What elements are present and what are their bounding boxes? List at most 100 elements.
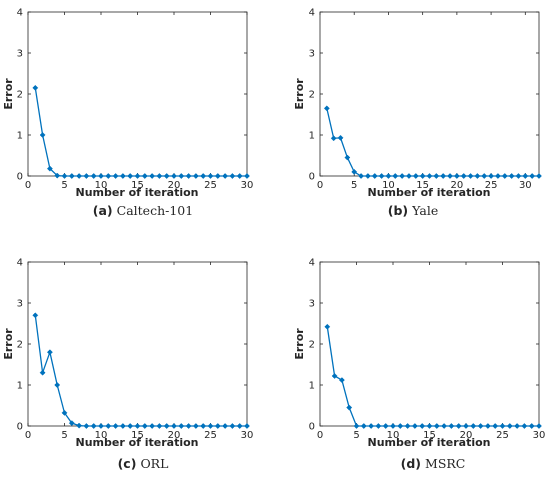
y-tick-label: 2 bbox=[309, 90, 315, 101]
data-point bbox=[229, 173, 236, 179]
data-point bbox=[207, 423, 214, 429]
data-point bbox=[514, 423, 521, 429]
data-point bbox=[390, 423, 396, 429]
data-point bbox=[426, 423, 433, 429]
data-point bbox=[474, 173, 481, 179]
data-point bbox=[141, 423, 148, 429]
x-tick-label: 25 bbox=[204, 180, 217, 191]
x-tick-label: 10 bbox=[95, 180, 108, 191]
caption-name: ORL bbox=[140, 456, 168, 471]
x-tick-label: 25 bbox=[496, 430, 509, 441]
data-point bbox=[222, 173, 229, 179]
data-point bbox=[68, 173, 75, 179]
data-point bbox=[112, 423, 119, 429]
chart-marks: 0 5 10 15 20 25 30 0 1 2 3 4 bbox=[17, 258, 254, 442]
x-tick-label: 10 bbox=[387, 430, 400, 441]
x-tick-label: 15 bbox=[131, 430, 144, 441]
panel-c: 0 5 10 15 20 25 30 0 1 2 3 4 Number of iteration Er… bbox=[2, 258, 253, 472]
data-point bbox=[406, 173, 412, 179]
data-point bbox=[536, 423, 542, 429]
data-point bbox=[46, 349, 53, 356]
x-tick-label: 20 bbox=[460, 430, 473, 441]
data-point bbox=[76, 422, 83, 429]
data-point bbox=[236, 423, 243, 429]
x-axis-title: Number of iteration bbox=[367, 186, 490, 199]
panel-d: 0 5 10 15 20 25 30 0 1 2 3 4 Number of iteration Er… bbox=[293, 258, 545, 472]
data-point bbox=[351, 168, 358, 175]
chart-marks: 0 5 10 15 20 25 30 0 1 2 3 4 bbox=[17, 8, 254, 192]
x-tick-label: 0 bbox=[25, 180, 31, 191]
y-tick-label: 4 bbox=[309, 8, 315, 19]
x-tick-label: 25 bbox=[485, 180, 498, 191]
data-point bbox=[178, 423, 185, 429]
data-point bbox=[494, 173, 501, 179]
data-point bbox=[83, 173, 90, 179]
data-point bbox=[470, 423, 477, 429]
data-point bbox=[39, 132, 46, 138]
data-point bbox=[477, 423, 484, 429]
data-point bbox=[346, 404, 353, 411]
data-point bbox=[484, 423, 491, 429]
data-point bbox=[76, 173, 83, 179]
data-point bbox=[528, 423, 535, 429]
x-tick-label: 10 bbox=[95, 430, 108, 441]
plot-area bbox=[27, 11, 248, 177]
y-tick-label: 0 bbox=[309, 172, 315, 183]
data-point bbox=[448, 423, 455, 429]
data-point bbox=[200, 173, 207, 179]
data-point bbox=[244, 423, 250, 429]
data-point bbox=[163, 423, 170, 429]
data-point bbox=[244, 173, 250, 179]
x-axis-title: Number of iteration bbox=[75, 436, 198, 449]
y-axis-title: Error bbox=[293, 328, 306, 360]
data-point bbox=[134, 173, 141, 179]
data-point bbox=[460, 173, 467, 179]
data-point bbox=[419, 173, 426, 179]
x-tick-label: 15 bbox=[423, 430, 436, 441]
data-point bbox=[149, 173, 156, 179]
y-tick-label: 3 bbox=[17, 299, 23, 310]
data-point bbox=[392, 173, 399, 179]
data-point bbox=[90, 173, 97, 179]
data-point bbox=[127, 423, 134, 429]
y-tick-label: 4 bbox=[309, 258, 315, 269]
y-tick-label: 0 bbox=[309, 422, 315, 433]
x-tick-label: 15 bbox=[131, 180, 144, 191]
data-point bbox=[385, 173, 392, 179]
x-tick-label: 15 bbox=[416, 180, 429, 191]
data-point bbox=[360, 423, 367, 429]
x-tick-label: 30 bbox=[241, 430, 254, 441]
data-point bbox=[105, 173, 112, 179]
data-point bbox=[344, 154, 351, 161]
data-point bbox=[508, 173, 515, 179]
x-tick-label: 5 bbox=[353, 430, 359, 441]
data-point bbox=[119, 173, 126, 179]
data-point bbox=[481, 173, 488, 179]
y-tick-label: 0 bbox=[17, 422, 23, 433]
panel-a: 0 5 10 15 20 25 30 0 1 2 3 4 Number of iteration Er… bbox=[2, 8, 253, 219]
data-point bbox=[163, 173, 170, 179]
data-point bbox=[337, 134, 344, 141]
y-tick-label: 2 bbox=[17, 90, 23, 101]
data-point bbox=[229, 423, 236, 429]
x-axis-title: Number of iteration bbox=[367, 436, 490, 449]
panel-caption: (d) MSRC bbox=[401, 456, 466, 471]
y-tick-label: 0 bbox=[17, 172, 23, 183]
x-tick-label: 10 bbox=[382, 180, 395, 191]
data-point bbox=[192, 423, 199, 429]
data-point bbox=[330, 135, 337, 142]
data-point bbox=[404, 423, 411, 429]
data-point bbox=[54, 382, 61, 388]
y-tick-label: 1 bbox=[309, 131, 315, 142]
y-tick-label: 1 bbox=[17, 381, 23, 392]
caption-tag: (b) bbox=[388, 203, 408, 218]
caption-tag: (d) bbox=[401, 456, 421, 471]
data-point bbox=[192, 173, 199, 179]
data-point bbox=[375, 423, 382, 429]
data-point bbox=[134, 423, 141, 429]
data-point bbox=[61, 173, 68, 179]
data-point bbox=[119, 423, 126, 429]
data-point bbox=[447, 173, 453, 179]
data-point bbox=[83, 423, 90, 429]
y-tick-label: 2 bbox=[17, 340, 23, 351]
